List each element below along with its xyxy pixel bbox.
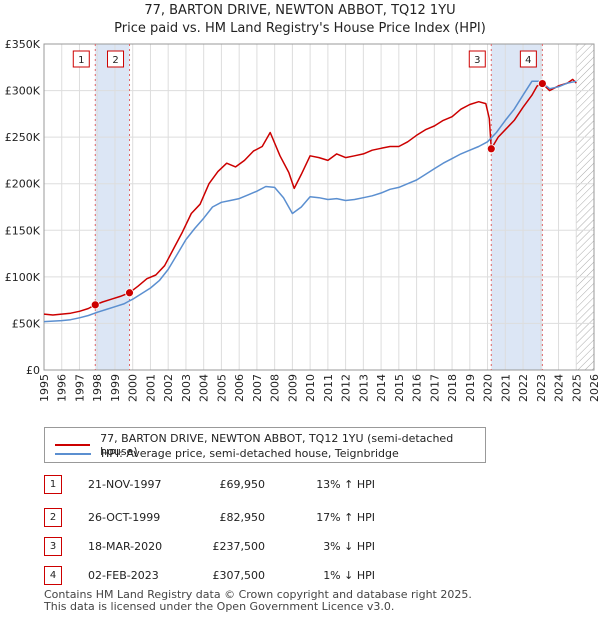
y-tick-label: £50K xyxy=(12,317,41,330)
transaction-row: 1 21-NOV-1997 £69,950 13% ↑ HPI xyxy=(0,475,600,495)
transaction-date: 02-FEB-2023 xyxy=(88,569,159,582)
x-tick-label: 1997 xyxy=(73,374,86,402)
sale-point xyxy=(486,144,496,154)
x-tick-label: 1995 xyxy=(38,374,51,402)
x-tick-label: 2018 xyxy=(446,374,459,402)
sale-point xyxy=(537,79,547,88)
y-tick-label: £0 xyxy=(26,364,40,377)
transaction-hpi: 17% ↑ HPI xyxy=(316,511,375,524)
ownership-shade xyxy=(95,44,130,370)
legend-item-hpi: HPI: Average price, semi-detached house,… xyxy=(55,447,399,460)
transaction-price: £69,950 xyxy=(219,478,266,491)
transaction-number-badge: 4 xyxy=(44,566,62,585)
x-tick-label: 2001 xyxy=(144,374,157,402)
x-tick-label: 2003 xyxy=(180,374,193,402)
x-tick-label: 2016 xyxy=(411,374,424,402)
transaction-number-badge: 1 xyxy=(44,475,62,494)
x-tick-label: 2025 xyxy=(570,374,583,402)
x-tick-label: 1999 xyxy=(109,374,122,402)
transaction-hpi: 3% ↓ HPI xyxy=(323,540,375,553)
chart-title: 77, BARTON DRIVE, NEWTON ABBOT, TQ12 1YU… xyxy=(0,2,600,38)
transaction-date: 18-MAR-2020 xyxy=(88,540,163,553)
transaction-price: £307,500 xyxy=(212,569,266,582)
x-tick-label: 2020 xyxy=(482,374,495,402)
x-tick-label: 2010 xyxy=(304,374,317,402)
y-tick-label: £250K xyxy=(5,131,41,144)
transaction-date: 21-NOV-1997 xyxy=(88,478,162,491)
x-tick-label: 2011 xyxy=(322,374,335,402)
x-tick-label: 2021 xyxy=(499,374,512,402)
title-line-1: 77, BARTON DRIVE, NEWTON ABBOT, TQ12 1YU xyxy=(144,3,456,18)
sale-number-label: 1 xyxy=(78,55,84,66)
sale-number-label: 2 xyxy=(112,55,118,66)
transaction-number-badge: 2 xyxy=(44,508,62,527)
x-tick-label: 2008 xyxy=(269,374,282,402)
y-tick-label: £100K xyxy=(5,271,41,284)
x-tick-label: 2013 xyxy=(357,374,370,402)
x-tick-label: 2026 xyxy=(588,374,600,402)
x-tick-label: 2007 xyxy=(251,374,264,402)
transaction-row: 2 26-OCT-1999 £82,950 17% ↑ HPI xyxy=(0,508,600,528)
x-tick-label: 2012 xyxy=(340,374,353,402)
legend-label-property: 77, BARTON DRIVE, NEWTON ABBOT, TQ12 1YU… xyxy=(100,432,454,458)
sale-number-badge xyxy=(519,50,537,68)
forecast-hatch xyxy=(576,44,594,370)
x-tick-label: 2004 xyxy=(198,374,211,402)
sale-number-badge xyxy=(72,50,90,68)
y-tick-label: £300K xyxy=(5,85,41,98)
x-tick-label: 2017 xyxy=(428,374,441,402)
plot-frame xyxy=(43,43,595,371)
transaction-hpi: 1% ↓ HPI xyxy=(323,569,375,582)
x-tick-label: 2000 xyxy=(127,374,140,402)
transaction-row: 4 02-FEB-2023 £307,500 1% ↓ HPI xyxy=(0,566,600,586)
sale-number-badge xyxy=(107,50,125,68)
legend-blue-line xyxy=(55,452,91,455)
transaction-price: £82,950 xyxy=(219,511,266,524)
sale-point xyxy=(90,300,100,310)
x-tick-label: 2022 xyxy=(517,374,530,402)
transaction-hpi: 13% ↑ HPI xyxy=(316,478,375,491)
title-line-2: Price paid vs. HM Land Registry's House … xyxy=(114,21,486,36)
x-tick-label: 2014 xyxy=(375,374,388,402)
y-tick-label: £150K xyxy=(5,224,41,237)
footer-line-2: This data is licensed under the Open Gov… xyxy=(44,600,395,613)
price-chart: 1 2 3 4 £0 £50K £100K £150K £200K £250K £300K £350… xyxy=(5,38,600,402)
x-tick-label: 2009 xyxy=(286,374,299,402)
x-tick-label: 2024 xyxy=(553,374,566,402)
footer-attribution: Contains HM Land Registry data © Crown c… xyxy=(44,589,472,613)
x-tick-label: 2002 xyxy=(162,374,175,402)
sale-point xyxy=(125,288,134,298)
legend-label-hpi: HPI: Average price, semi-detached house,… xyxy=(101,447,399,460)
x-tick-label: 1998 xyxy=(91,374,104,402)
x-tick-label: 2019 xyxy=(464,374,477,402)
x-tick-label: 2006 xyxy=(233,374,246,402)
transaction-price: £237,500 xyxy=(212,540,266,553)
transaction-row: 3 18-MAR-2020 £237,500 3% ↓ HPI xyxy=(0,537,600,557)
sale-number-badge xyxy=(468,50,486,68)
legend: 77, BARTON DRIVE, NEWTON ABBOT, TQ12 1YU… xyxy=(44,427,486,463)
transaction-date: 26-OCT-1999 xyxy=(88,511,161,524)
footer-line-1: Contains HM Land Registry data © Crown c… xyxy=(44,588,472,601)
x-tick-label: 1996 xyxy=(56,374,69,402)
property-price-line xyxy=(43,78,577,316)
x-tick-label: 2005 xyxy=(215,374,228,402)
x-tick-label: 2023 xyxy=(535,374,548,402)
y-tick-label: £200K xyxy=(5,178,41,191)
hpi-line xyxy=(43,80,577,323)
legend-item-property: 77, BARTON DRIVE, NEWTON ABBOT, TQ12 1YU… xyxy=(55,432,485,458)
x-tick-label: 2015 xyxy=(393,374,406,402)
sale-number-label: 3 xyxy=(474,55,480,66)
y-tick-label: £350K xyxy=(5,38,41,51)
sale-number-label: 4 xyxy=(525,55,531,66)
transaction-number-badge: 3 xyxy=(44,537,62,556)
ownership-shade xyxy=(491,44,543,370)
legend-red-line xyxy=(55,444,91,446)
